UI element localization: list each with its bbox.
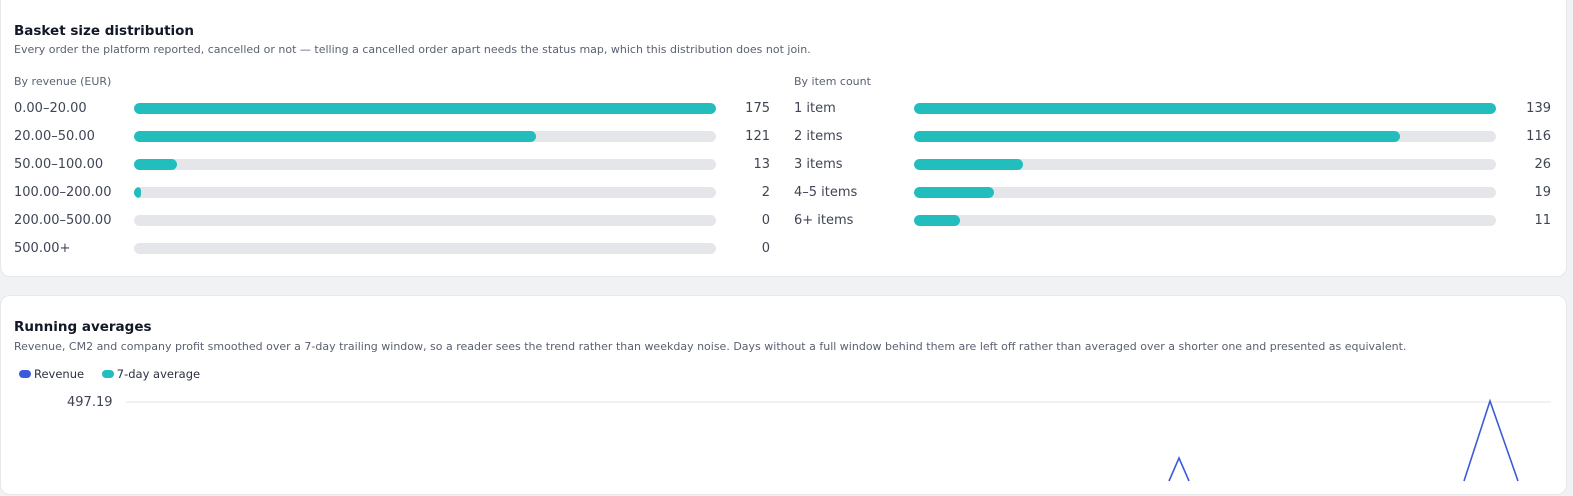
by-items-row: 1 item 139 — [794, 101, 1551, 117]
running-averages-card: Running averages Revenue, CM2 and compan… — [0, 295, 1567, 495]
by-revenue-bar-track — [134, 159, 716, 170]
legend-swatch-revenue — [19, 369, 31, 378]
chart-legend: Revenue 7-day average — [19, 367, 214, 381]
by-revenue-bar — [134, 187, 141, 198]
by-revenue-label: 50.00–100.00 — [14, 157, 104, 172]
by-items-bar — [914, 159, 1023, 170]
by-revenue-row: 50.00–100.00 13 — [14, 157, 770, 173]
y-tick-max: 497.19 — [67, 395, 113, 410]
running-title: Running averages — [14, 319, 152, 335]
by-items-label: 2 items — [794, 129, 843, 144]
by-revenue-row: 0.00–20.00 175 — [14, 101, 770, 117]
by-items-count: 26 — [1534, 157, 1551, 172]
by-revenue-count: 0 — [761, 241, 770, 256]
by-items-bar-track — [914, 131, 1496, 142]
by-revenue-heading: By revenue (EUR) — [14, 75, 112, 88]
by-items-count: 11 — [1534, 213, 1551, 228]
legend-label-revenue: Revenue — [34, 367, 85, 381]
by-items-row: 4–5 items 19 — [794, 185, 1551, 201]
by-revenue-row: 100.00–200.00 2 — [14, 185, 770, 201]
by-revenue-count: 121 — [745, 129, 770, 144]
running-averages-chart — [126, 398, 1551, 482]
by-revenue-bar-track — [134, 187, 716, 198]
by-items-bar-track — [914, 215, 1496, 226]
by-items-bar — [914, 103, 1496, 114]
by-items-bar-track — [914, 103, 1496, 114]
by-revenue-count: 0 — [761, 213, 770, 228]
by-items-bar-track — [914, 187, 1496, 198]
by-revenue-count: 2 — [761, 185, 770, 200]
by-revenue-bar — [134, 103, 716, 114]
by-items-count: 139 — [1526, 101, 1551, 116]
by-items-bar-track — [914, 159, 1496, 170]
by-revenue-row: 20.00–50.00 121 — [14, 129, 770, 145]
basket-title: Basket size distribution — [14, 23, 195, 39]
by-revenue-row: 500.00+ 0 — [14, 241, 770, 257]
by-revenue-label: 200.00–500.00 — [14, 213, 112, 228]
revenue-line — [1168, 398, 1519, 482]
by-revenue-label: 20.00–50.00 — [14, 129, 95, 144]
by-items-bar — [914, 131, 1400, 142]
by-revenue-bar-track — [134, 215, 716, 226]
by-revenue-row: 200.00–500.00 0 — [14, 213, 770, 229]
by-revenue-label: 0.00–20.00 — [14, 101, 87, 116]
by-items-row: 3 items 26 — [794, 157, 1551, 173]
by-items-bar — [914, 187, 994, 198]
by-items-label: 6+ items — [794, 213, 854, 228]
by-revenue-count: 13 — [753, 157, 770, 172]
by-items-label: 3 items — [794, 157, 843, 172]
by-items-heading: By item count — [794, 75, 871, 88]
by-revenue-label: 100.00–200.00 — [14, 185, 112, 200]
by-revenue-bar-track — [134, 131, 716, 142]
by-items-label: 1 item — [794, 101, 836, 116]
by-items-row: 2 items 116 — [794, 129, 1551, 145]
by-revenue-bar — [134, 131, 537, 142]
by-revenue-bar — [134, 159, 178, 170]
by-revenue-count: 175 — [745, 101, 770, 116]
running-description: Revenue, CM2 and company profit smoothed… — [14, 340, 1407, 353]
by-items-bar — [914, 215, 961, 226]
by-items-count: 116 — [1526, 129, 1551, 144]
basket-description: Every order the platform reported, cance… — [14, 43, 811, 56]
legend-item-7-day-average[interactable]: 7-day average — [101, 367, 201, 381]
legend-label-7-day-average: 7-day average — [116, 367, 201, 381]
legend-item-revenue[interactable]: Revenue — [19, 367, 84, 381]
basket-size-card: Basket size distribution Every order the… — [0, 0, 1567, 277]
by-items-row: 6+ items 11 — [794, 213, 1551, 229]
by-items-label: 4–5 items — [794, 185, 858, 200]
by-items-count: 19 — [1534, 185, 1551, 200]
by-revenue-label: 500.00+ — [14, 241, 71, 256]
by-revenue-bar-track — [134, 103, 716, 114]
by-revenue-bar-track — [134, 243, 716, 254]
legend-swatch-average — [101, 369, 114, 378]
